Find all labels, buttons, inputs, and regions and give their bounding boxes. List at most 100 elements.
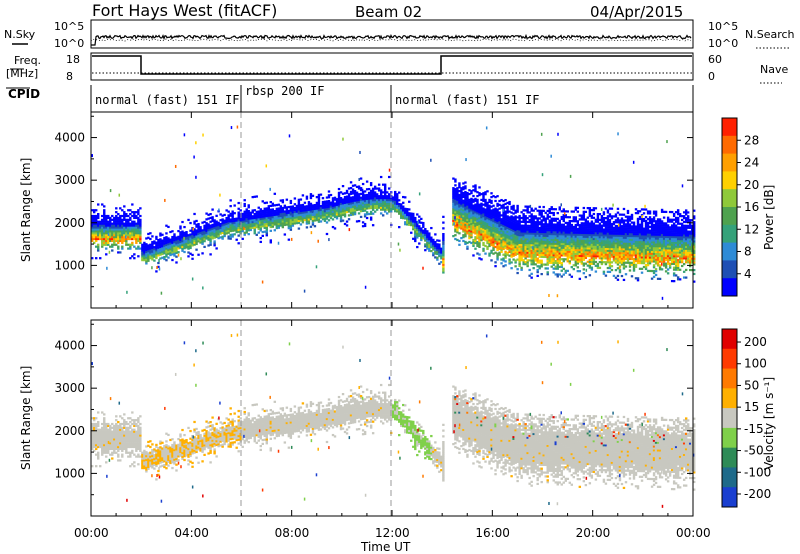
power-cell xyxy=(285,223,289,226)
power-cell xyxy=(654,254,658,257)
power-cell xyxy=(668,249,672,252)
power-cell xyxy=(636,258,640,261)
power-cell xyxy=(624,219,628,222)
power-cell xyxy=(568,248,571,251)
power-cell xyxy=(117,230,120,233)
power-cell xyxy=(269,210,272,213)
power-cell xyxy=(568,239,571,242)
power-cell xyxy=(351,201,355,205)
power-cell xyxy=(301,207,305,210)
power-cell xyxy=(612,234,616,237)
power-cell xyxy=(175,246,178,249)
power-cell xyxy=(299,198,303,201)
power-cell xyxy=(640,242,644,246)
power-cell xyxy=(373,197,377,200)
power-cell xyxy=(458,220,461,223)
power-cell xyxy=(99,235,102,239)
power-cell xyxy=(127,218,130,221)
power-cell xyxy=(95,237,98,241)
power-cell xyxy=(610,240,614,243)
power-cell xyxy=(351,198,355,201)
power-cell xyxy=(379,189,383,192)
power-cell xyxy=(275,225,279,228)
power-cell xyxy=(662,256,666,259)
power-cell xyxy=(470,205,473,208)
power-cell xyxy=(460,227,463,230)
power-cell xyxy=(145,260,148,263)
power-cell xyxy=(524,215,527,218)
power-cell xyxy=(237,207,240,210)
power-cell xyxy=(468,231,471,234)
power-cell xyxy=(367,212,371,216)
power-cell xyxy=(490,201,493,204)
power-cell xyxy=(528,245,531,249)
nsearch-tick-bottom: 10^0 xyxy=(708,37,738,50)
power-cell xyxy=(488,218,491,221)
power-cell xyxy=(484,208,487,211)
power-cell xyxy=(103,214,106,218)
power-cell xyxy=(255,222,258,225)
power-cell xyxy=(526,240,529,243)
power-cell xyxy=(592,207,596,210)
power-cell xyxy=(660,229,664,233)
power-cell xyxy=(554,217,557,220)
power-cell xyxy=(542,217,545,220)
power-cell xyxy=(95,234,98,237)
power-cell xyxy=(233,219,236,222)
power-cell xyxy=(520,239,523,243)
power-cell xyxy=(660,268,664,271)
power-cell xyxy=(147,252,150,255)
power-cell xyxy=(285,217,289,220)
power-cell xyxy=(235,219,238,222)
power-cell xyxy=(594,232,598,235)
power-cell xyxy=(490,219,493,222)
power-cell xyxy=(400,216,403,219)
power-cell xyxy=(191,230,194,234)
power-cell xyxy=(125,212,128,216)
power-cell xyxy=(504,235,507,238)
power-cell xyxy=(191,232,194,235)
power-cell xyxy=(530,209,533,212)
power-cell xyxy=(476,235,479,238)
power-cell xyxy=(492,231,495,234)
power-cell xyxy=(484,252,487,255)
power-cell xyxy=(634,240,638,243)
power-cell xyxy=(355,201,359,204)
power-cell xyxy=(159,242,162,245)
power-cell xyxy=(556,238,559,242)
power-cell xyxy=(165,249,168,252)
power-cell xyxy=(498,213,501,216)
power-cell xyxy=(598,237,602,241)
power-cell xyxy=(640,229,644,232)
power-cell xyxy=(496,202,499,205)
power-cell xyxy=(490,242,493,245)
power-cell xyxy=(466,207,469,210)
power-cell xyxy=(239,209,242,212)
power-cell xyxy=(540,255,543,258)
power-cell xyxy=(572,210,576,213)
power-cell xyxy=(183,247,186,250)
power-cell xyxy=(345,205,349,208)
power-cell xyxy=(249,228,252,232)
power-cell xyxy=(520,268,523,271)
power-cell xyxy=(504,198,507,202)
power-cell xyxy=(299,208,303,211)
power-cell xyxy=(398,212,401,215)
power-cell xyxy=(492,216,495,219)
power-cell xyxy=(586,216,590,219)
power-cell xyxy=(608,266,612,270)
power-cell xyxy=(173,246,176,249)
power-cell xyxy=(568,250,571,253)
power-cell xyxy=(596,220,600,223)
power-cell xyxy=(223,213,226,217)
power-cell xyxy=(133,212,136,216)
power-cell xyxy=(594,234,598,237)
power-cell xyxy=(269,223,272,227)
power-cell xyxy=(532,257,535,260)
power-cell xyxy=(658,235,662,238)
power-cell xyxy=(301,211,305,214)
power-cell xyxy=(319,193,323,196)
power-cell xyxy=(500,244,503,248)
power-cell xyxy=(560,258,563,261)
power-cell xyxy=(614,240,618,243)
